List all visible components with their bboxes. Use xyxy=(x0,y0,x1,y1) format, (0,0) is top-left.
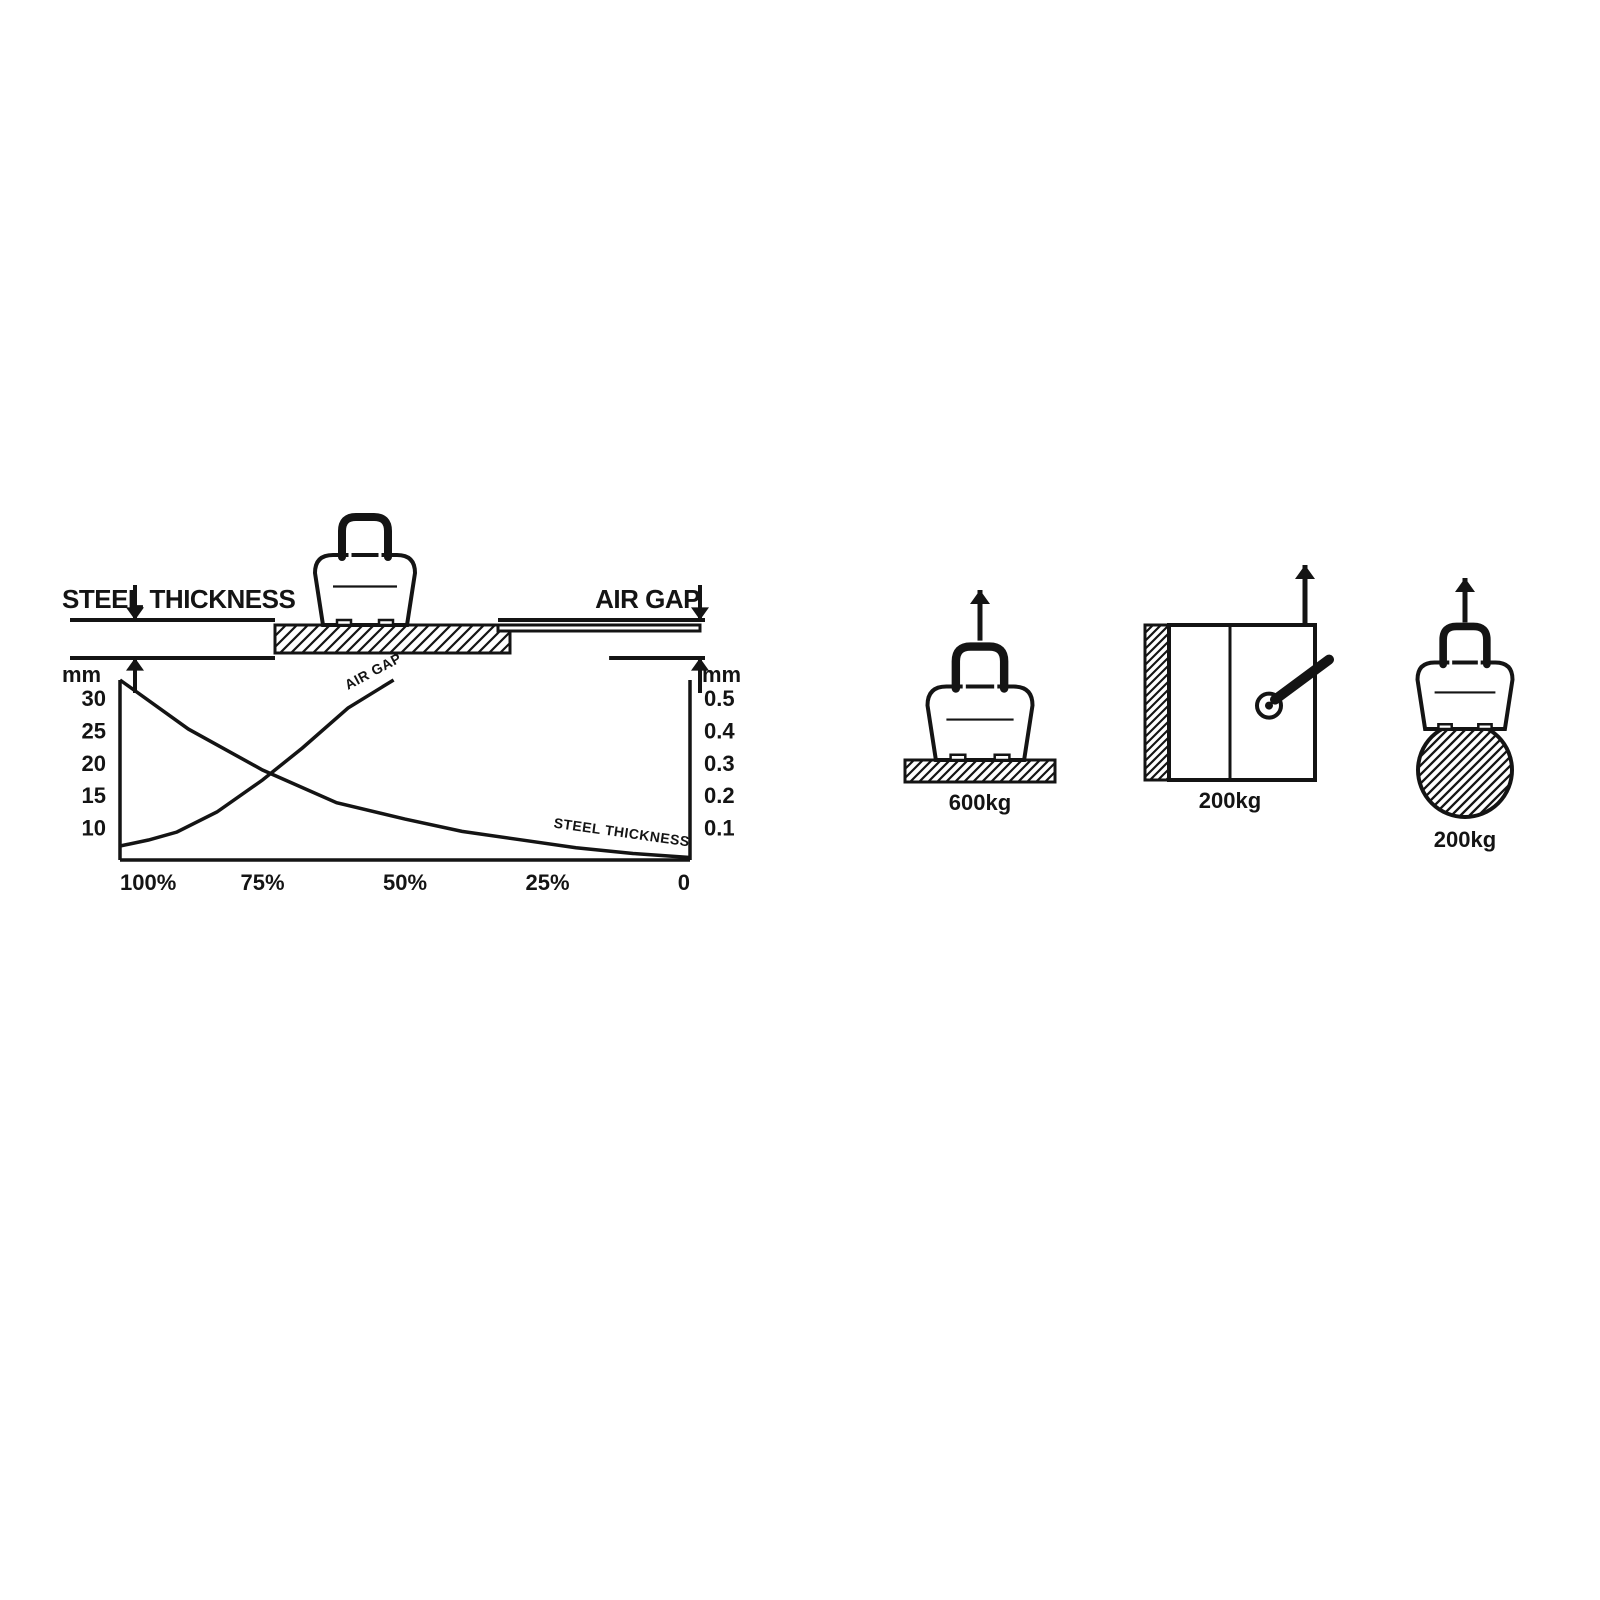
ytick-right: 0.5 xyxy=(704,686,735,711)
ytick-left: 25 xyxy=(82,718,106,743)
ytick-left: 20 xyxy=(82,751,106,776)
ytick-left: 30 xyxy=(82,686,106,711)
thin-plate xyxy=(498,625,700,631)
ytick-left: 10 xyxy=(82,816,106,841)
air-gap-title: AIR GAP xyxy=(595,584,700,614)
ytick-right: 0.4 xyxy=(704,718,735,743)
steel-thickness-curve-label: STEEL THICKNESS xyxy=(553,815,691,850)
air-gap-curve xyxy=(120,680,394,846)
right-unit: mm xyxy=(702,662,741,687)
round-stock xyxy=(1324,723,1598,817)
xtick: 100% xyxy=(120,870,176,895)
xtick: 25% xyxy=(525,870,569,895)
ytick-left: 15 xyxy=(82,783,106,808)
left-unit: mm xyxy=(62,662,101,687)
air-gap-curve-label: AIR GAP xyxy=(342,649,404,692)
xtick: 50% xyxy=(383,870,427,895)
vertical-lift-body xyxy=(1169,625,1315,780)
ytick-right: 0.1 xyxy=(704,816,735,841)
ytick-right: 0.3 xyxy=(704,751,735,776)
vertical-lift-label: 200kg xyxy=(1199,788,1261,813)
xtick: 75% xyxy=(240,870,284,895)
steel-thickness-title: STEEL THICKNESS xyxy=(62,584,295,614)
xtick: 0 xyxy=(678,870,690,895)
round-lift-label: 200kg xyxy=(1434,827,1496,852)
flat-lift-label: 600kg xyxy=(949,790,1011,815)
ytick-right: 0.2 xyxy=(704,783,735,808)
